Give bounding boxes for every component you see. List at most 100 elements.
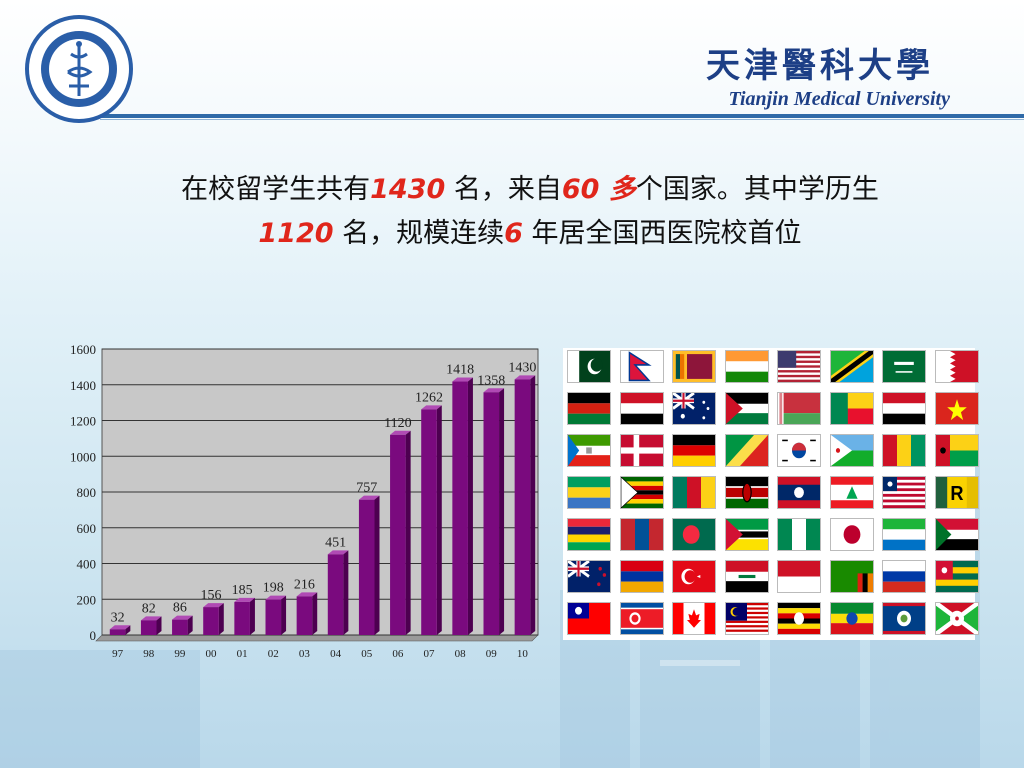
students-bar-chart: 0200400600800100012001400160032978298869… — [70, 343, 539, 660]
svg-text:R: R — [950, 483, 963, 505]
x-tick-label: 08 — [455, 648, 467, 660]
saudi-arabia-flag — [882, 350, 926, 383]
data-label: 32 — [111, 610, 125, 625]
headline-statement: 在校留学生共有1430 名，来自60 多个国家。其中学历生 1120 名，规模连… — [90, 168, 970, 256]
bar — [296, 596, 313, 635]
headline-text-3: 个国家。其中学历生 — [635, 174, 879, 205]
bar — [327, 554, 344, 635]
country-flags-grid: R — [563, 348, 979, 640]
laos-flag — [777, 476, 821, 509]
bar-top — [452, 377, 473, 382]
headline-number-years: 6 — [504, 218, 523, 249]
x-tick-label: 06 — [392, 648, 404, 660]
north-korea-flag — [619, 602, 664, 635]
x-tick-label: 02 — [268, 648, 279, 660]
germany-flag — [672, 434, 716, 467]
bar-top — [172, 615, 193, 620]
university-name-en: Tianjin Medical University — [728, 88, 950, 110]
bar-side — [530, 375, 536, 635]
bar-side — [312, 592, 318, 635]
turkey-flag — [672, 560, 716, 593]
bar — [358, 499, 375, 635]
mongolia-flag — [619, 518, 664, 551]
bar-side — [499, 388, 505, 635]
y-tick-label: 600 — [77, 521, 97, 536]
bar-top — [327, 550, 349, 555]
bar-side — [187, 615, 193, 635]
bar-side — [156, 616, 162, 635]
data-label: 1120 — [384, 416, 411, 431]
afghanistan-flag — [567, 392, 611, 425]
x-tick-label: 03 — [299, 648, 311, 660]
data-label: 1358 — [477, 373, 505, 388]
bangladesh-flag — [672, 518, 716, 551]
ethiopia-flag — [829, 602, 874, 635]
bar-side — [374, 495, 380, 635]
headline-number-countries: 60 多 — [561, 174, 636, 205]
bar-side — [343, 550, 349, 635]
gabon-flag — [567, 476, 611, 509]
y-tick-label: 1600 — [70, 343, 96, 357]
bar-side — [436, 405, 442, 635]
data-label: 198 — [263, 581, 284, 596]
sudan-flag — [934, 518, 979, 551]
data-label: 82 — [142, 601, 156, 616]
bar — [390, 434, 406, 635]
data-label: 1430 — [508, 360, 536, 375]
x-tick-label: 04 — [330, 648, 342, 660]
y-tick-label: 0 — [90, 628, 97, 643]
data-label: 185 — [232, 583, 253, 598]
y-tick-label: 200 — [77, 592, 97, 607]
bar — [483, 392, 500, 635]
mozambique-flag — [724, 518, 769, 551]
south-korea-flag — [777, 434, 821, 467]
bar-top — [140, 616, 162, 621]
indonesia-flag — [777, 560, 821, 593]
data-label: 86 — [173, 601, 187, 616]
bar-side — [281, 595, 287, 635]
new-zealand-flag — [567, 560, 611, 593]
headline-number-degree: 1120 — [258, 218, 334, 249]
university-seal-logo — [25, 15, 133, 123]
liberia-flag — [882, 476, 926, 509]
iraq-flag — [724, 560, 769, 593]
rwanda-flag: R — [934, 476, 979, 509]
belarus-flag — [777, 392, 821, 425]
bar-top — [203, 603, 224, 608]
mauritius-flag — [567, 518, 611, 551]
y-tick-label: 400 — [77, 557, 97, 572]
headline-text-5: 年居全国西医院校首位 — [522, 218, 802, 249]
bar — [203, 607, 219, 635]
australia-flag — [672, 392, 716, 425]
usa-flag — [777, 350, 821, 383]
sri-lanka-flag — [672, 350, 716, 383]
yemen-flag — [882, 392, 926, 425]
bar-top — [296, 592, 318, 597]
headline-text-4: 名，规模连续 — [333, 218, 505, 249]
taiwan-flag — [567, 602, 611, 635]
bar-top — [234, 597, 255, 602]
bar-side — [218, 603, 224, 635]
x-tick-label: 05 — [361, 648, 373, 660]
x-tick-label: 01 — [237, 648, 248, 660]
bahrain-flag — [934, 350, 979, 383]
x-tick-label: 10 — [517, 648, 529, 660]
data-label: 156 — [201, 588, 222, 603]
bar-top — [358, 495, 380, 500]
burundi-flag — [934, 602, 979, 635]
bar — [109, 629, 126, 635]
bar — [234, 601, 250, 635]
nigeria-flag — [777, 518, 821, 551]
data-label: 216 — [294, 577, 315, 592]
x-tick-label: 97 — [112, 648, 124, 660]
bar-top — [265, 595, 287, 600]
bar-top — [421, 405, 442, 410]
y-tick-label: 800 — [77, 485, 97, 500]
data-label: 757 — [356, 481, 377, 496]
pakistan-flag — [567, 350, 611, 383]
bar-side — [467, 377, 473, 635]
djibouti-flag — [829, 434, 874, 467]
nepal-flag — [619, 350, 664, 383]
kenya-flag — [724, 476, 769, 509]
bar-side — [249, 597, 255, 635]
